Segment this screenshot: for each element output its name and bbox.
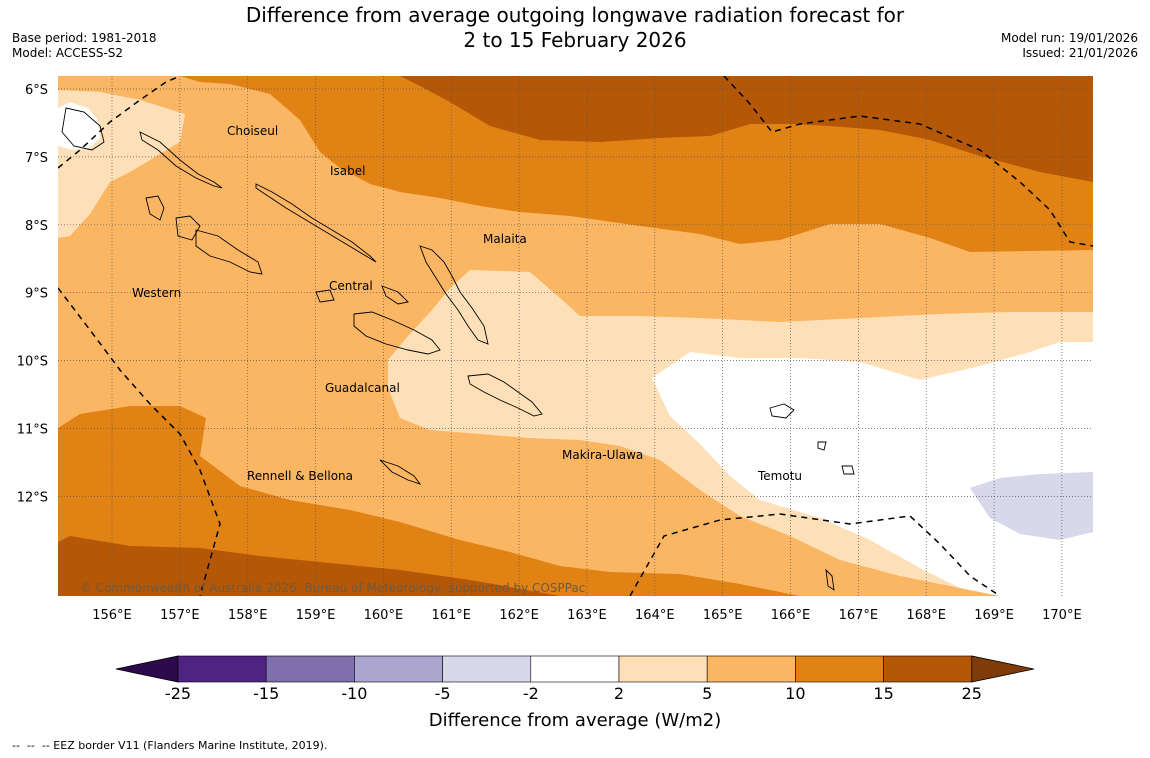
lon-label: 164°E [635,608,675,623]
colorbar-tick-label: -2 [523,684,539,703]
lat-label: 12°S [17,490,48,505]
colorbar-ticks: -25 -15 -10 -5 -2 2 5 10 15 25 [165,684,982,703]
model-run-date: Model run: 19/01/2026 [1000,31,1138,45]
map-frame: Choiseul Isabel Malaita Western Central … [58,76,1093,596]
eez-borders [58,76,1093,596]
contour-15-25-north [400,76,1093,182]
title-line-2: 2 to 15 February 2026 [463,28,687,52]
lon-label: 157°E [160,608,200,623]
choiseul-island [139,131,223,189]
region-labels: Choiseul Isabel Malaita Western Central … [132,124,802,483]
eez-border-north [58,76,181,169]
temotu-island-3 [825,568,835,591]
santa-cruz-island [769,403,795,419]
eez-border-west [58,287,221,596]
chart-title: Difference from average outgoing longwav… [0,3,1150,53]
colorbar-tick-label: 25 [962,684,982,703]
colorbar-segment [530,655,620,683]
colorbar-extend-high [971,655,1035,683]
isabel-island [255,183,377,263]
label-western: Western [132,286,181,300]
colorbar-segment [442,655,532,683]
base-period: Base period: 1981-2018 [12,31,157,45]
label-rennell-bellona: Rennell & Bellona [247,469,353,483]
western-island-3 [145,195,165,221]
model-info: Base period: 1981-2018 Model: ACCESS-S2 [12,31,157,61]
label-malaita: Malaita [483,232,527,246]
rennell-island [379,459,422,485]
label-central: Central [329,279,373,293]
issued-date: Issued: 21/01/2026 [1022,46,1138,60]
contour-15-25-south [58,536,560,596]
model-name: Model: ACCESS-S2 [12,46,124,60]
colorbar-tick-label: 15 [873,684,893,703]
colorbar-segment [618,655,708,683]
lon-label: 166°E [771,608,811,623]
coastlines [61,107,855,591]
title-line-1: Difference from average outgoing longwav… [245,3,905,27]
lat-label: 10°S [17,355,48,370]
label-guadalcanal: Guadalcanal [325,381,400,395]
lon-label: 162°E [499,608,539,623]
latitude-labels: 6°S 7°S 8°S 9°S 10°S 11°S 12°S [17,83,48,505]
colorbar-tick-label: -15 [253,684,279,703]
colorbar-extend-low [115,655,179,683]
colorbar-tick-label: 10 [785,684,805,703]
eez-border-south [629,513,1001,596]
lon-label: 168°E [906,608,946,623]
contour-white-edge [58,102,100,150]
makira-island [467,373,543,417]
colorbar-label: Difference from average (W/m2) [429,710,721,731]
lat-label: 9°S [25,287,48,302]
bougainville-island [61,107,105,151]
colorbar-segment [883,655,973,683]
temotu-island-1 [817,441,827,451]
lon-label: 156°E [92,608,132,623]
florida-islands [315,289,335,303]
central-island [381,285,409,305]
colorbar-tick-label: -5 [435,684,451,703]
colorbar [115,655,1035,683]
contour-10-15-south [58,406,800,596]
lon-label: 159°E [296,608,336,623]
western-island-2 [195,229,263,275]
lon-label: 161°E [431,608,471,623]
colorbar-tick-label: -25 [165,684,191,703]
label-choiseul: Choiseul [227,124,278,138]
copyright-text: © Commonwealth of Australia 2026, Bureau… [80,581,585,595]
run-info: Model run: 19/01/2026 Issued: 21/01/2026 [1001,31,1138,61]
colorbar-segment [177,655,267,683]
lat-label: 7°S [25,151,48,166]
lon-label: 169°E [974,608,1014,623]
eez-border-east [723,76,1093,247]
lon-label: 163°E [567,608,607,623]
lat-label: 6°S [25,83,48,98]
colorbar-segment [265,655,355,683]
label-isabel: Isabel [330,164,365,178]
colorbar-tick-label: 5 [702,684,712,703]
contour-minus2-2 [652,342,1093,596]
lon-label: 170°E [1042,608,1082,623]
longitude-labels: 156°E 157°E 158°E 159°E 160°E 161°E 162°E 163°E… [92,608,1081,623]
colorbar-segment [706,655,796,683]
lon-label: 167°E [839,608,879,623]
lon-label: 160°E [364,608,404,623]
eez-footnote: -- -- -- EEZ border V11 (Flanders Marine… [12,739,328,752]
guadalcanal-island [353,311,441,355]
lat-label: 11°S [17,423,48,438]
label-temotu: Temotu [757,469,802,483]
colorbar-segment [795,655,884,683]
label-makira-ulawa: Makira-Ulawa [562,448,643,462]
malaita-island [419,245,489,345]
lon-label: 165°E [703,608,743,623]
colorbar-tick-label: -10 [341,684,367,703]
colorbar-tick-label: 2 [614,684,624,703]
lat-label: 8°S [25,219,48,234]
colorbar-segment [354,655,443,683]
lon-label: 158°E [228,608,268,623]
temotu-island-2 [841,465,855,475]
